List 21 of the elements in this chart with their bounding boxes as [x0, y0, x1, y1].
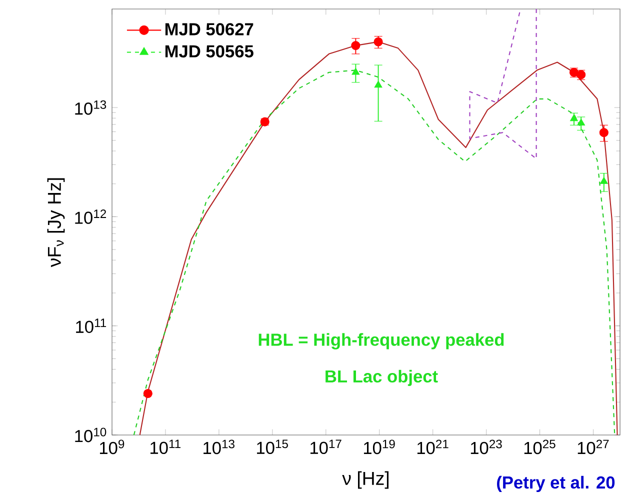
annotation: BL Lac object — [326, 370, 438, 386]
x-tick-label: 10$^{19}$ — [364, 440, 395, 454]
y-axis-title: νF$_{ν}$ [Jy Hz] — [47, 178, 65, 268]
x-tick-label: 10$^{21}$ — [417, 440, 448, 454]
x-tick-label: 10$^{27}$ — [578, 440, 609, 454]
legend-label: MJD 50627 — [165, 23, 254, 36]
y-tick-label: 10$^{11}$ — [76, 318, 106, 333]
x-tick-label: 10$^{13}$ — [204, 440, 234, 454]
text: (Petry et al. 20 — [497, 476, 615, 492]
x-tick-label: 10$^{9}$ — [100, 440, 124, 454]
y-tick-label: 10$^{12}$ — [75, 209, 106, 224]
y-tick-label: 10$^{13}$ — [75, 100, 106, 115]
x-axis-title: ν [Hz] — [342, 471, 389, 489]
x-tick-label: 10$^{25}$ — [524, 440, 556, 454]
x-tick-label: 10$^{11}$ — [150, 440, 180, 454]
y-tick-label: 10$^{10}$ — [75, 428, 106, 442]
x-tick-label: 10$^{23}$ — [470, 440, 502, 454]
x-tick-label: 10$^{17}$ — [310, 440, 342, 454]
x-tick-label: 10$^{15}$ — [257, 440, 288, 454]
annotation: HBL = High-frequency peaked — [258, 333, 504, 350]
legend-label: MJD 50565 — [165, 45, 254, 58]
